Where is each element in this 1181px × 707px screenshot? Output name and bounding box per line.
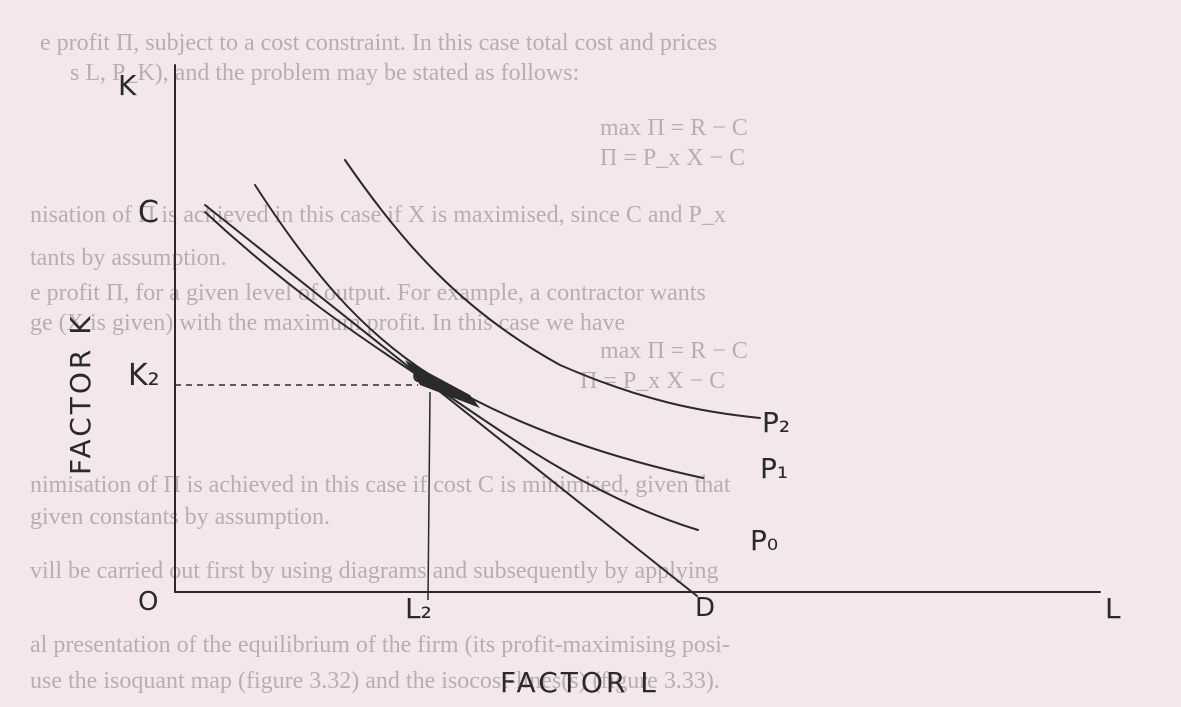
isoquant-label: P₀ bbox=[750, 524, 778, 557]
isocost-end-label: D bbox=[695, 593, 715, 623]
bleed-through-line: Π = P_x X − C bbox=[600, 145, 745, 171]
paper bbox=[0, 0, 1181, 707]
isocost-start-label: C bbox=[138, 195, 159, 230]
bleed-through-line: max Π = R − C bbox=[600, 115, 748, 141]
k-level-label: K₂ bbox=[128, 358, 160, 393]
l-level-label: L₂ bbox=[405, 592, 432, 625]
bleed-through-line: al presentation of the equilibrium of th… bbox=[30, 632, 730, 658]
page: e profit Π, subject to a cost constraint… bbox=[0, 0, 1181, 707]
bleed-through-line: e profit Π, for a given level of output.… bbox=[30, 280, 706, 306]
bleed-through-line: vill be carried out first by using diagr… bbox=[30, 558, 719, 584]
bleed-through-line: max Π = R − C bbox=[600, 338, 748, 364]
bleed-through-line: e profit Π, subject to a cost constraint… bbox=[40, 30, 717, 56]
bleed-through-line: given constants by assumption. bbox=[30, 504, 330, 530]
bleed-through-line: nimisation of Π is achieved in this case… bbox=[30, 472, 731, 498]
equilibrium-label: e bbox=[412, 363, 426, 388]
bleed-through-line: tants by assumption. bbox=[30, 245, 227, 271]
origin-label: O bbox=[138, 587, 158, 617]
x-axis-label: L bbox=[1105, 592, 1121, 625]
y-axis-label: K bbox=[118, 69, 137, 102]
bleed-through-line: s L, P_K), and the problem may be stated… bbox=[70, 60, 579, 86]
isoquant-label: P₁ bbox=[760, 452, 788, 485]
x-axis-title: FACTOR L bbox=[500, 666, 659, 699]
isoquant-label: P₂ bbox=[762, 406, 790, 439]
y-axis-title: FACTOR K bbox=[64, 313, 97, 475]
scan: e profit Π, subject to a cost constraint… bbox=[0, 0, 1181, 707]
